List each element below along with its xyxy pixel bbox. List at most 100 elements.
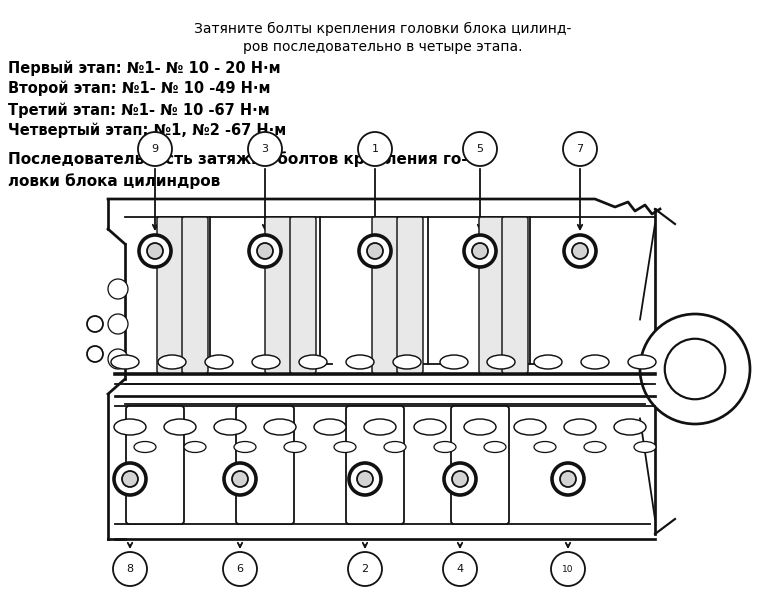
Circle shape xyxy=(108,314,128,334)
Ellipse shape xyxy=(314,419,346,435)
FancyBboxPatch shape xyxy=(182,217,208,373)
FancyBboxPatch shape xyxy=(397,217,423,373)
Circle shape xyxy=(224,463,256,495)
Circle shape xyxy=(87,316,103,332)
Ellipse shape xyxy=(628,355,656,369)
Ellipse shape xyxy=(564,419,596,435)
Circle shape xyxy=(560,471,576,487)
Circle shape xyxy=(463,132,497,166)
Circle shape xyxy=(357,471,373,487)
FancyBboxPatch shape xyxy=(290,217,316,373)
Circle shape xyxy=(443,552,477,586)
Circle shape xyxy=(349,463,381,495)
Circle shape xyxy=(367,243,383,259)
Ellipse shape xyxy=(514,419,546,435)
Text: Четвертый этап: №1, №2 -67 Н·м: Четвертый этап: №1, №2 -67 Н·м xyxy=(8,123,286,138)
Circle shape xyxy=(122,471,138,487)
Ellipse shape xyxy=(111,355,139,369)
Circle shape xyxy=(232,471,248,487)
Ellipse shape xyxy=(414,419,446,435)
Text: 4: 4 xyxy=(457,564,464,574)
Text: ловки блока цилиндров: ловки блока цилиндров xyxy=(8,173,220,189)
FancyBboxPatch shape xyxy=(502,217,528,373)
Ellipse shape xyxy=(534,355,562,369)
Text: Первый этап: №1- № 10 - 20 Н·м: Первый этап: №1- № 10 - 20 Н·м xyxy=(8,60,281,75)
Ellipse shape xyxy=(114,419,146,435)
Ellipse shape xyxy=(487,355,515,369)
Circle shape xyxy=(551,552,585,586)
Circle shape xyxy=(138,132,172,166)
Circle shape xyxy=(248,132,282,166)
Circle shape xyxy=(444,463,476,495)
Circle shape xyxy=(359,235,391,267)
Circle shape xyxy=(640,314,750,424)
Ellipse shape xyxy=(634,441,656,453)
Circle shape xyxy=(257,243,273,259)
Ellipse shape xyxy=(584,441,606,453)
Circle shape xyxy=(108,279,128,299)
Text: 5: 5 xyxy=(477,144,483,154)
Text: Второй этап: №1- № 10 -49 Н·м: Второй этап: №1- № 10 -49 Н·м xyxy=(8,81,271,96)
Circle shape xyxy=(348,552,382,586)
Ellipse shape xyxy=(284,441,306,453)
Circle shape xyxy=(87,346,103,362)
Circle shape xyxy=(572,243,588,259)
Text: Последовательность затяжки болтов крепления го-: Последовательность затяжки болтов крепле… xyxy=(8,151,467,167)
FancyBboxPatch shape xyxy=(265,217,291,373)
Ellipse shape xyxy=(440,355,468,369)
Circle shape xyxy=(147,243,163,259)
Text: 10: 10 xyxy=(562,564,574,573)
Ellipse shape xyxy=(581,355,609,369)
Ellipse shape xyxy=(614,419,646,435)
Circle shape xyxy=(108,349,128,369)
FancyBboxPatch shape xyxy=(157,217,183,373)
Circle shape xyxy=(114,463,146,495)
Ellipse shape xyxy=(464,419,496,435)
Text: 7: 7 xyxy=(577,144,584,154)
Ellipse shape xyxy=(334,441,356,453)
FancyBboxPatch shape xyxy=(451,406,509,524)
Ellipse shape xyxy=(346,355,374,369)
Ellipse shape xyxy=(484,441,506,453)
Circle shape xyxy=(472,243,488,259)
Ellipse shape xyxy=(164,419,196,435)
Text: Затяните болты крепления головки блока цилинд-: Затяните болты крепления головки блока ц… xyxy=(194,22,571,36)
Ellipse shape xyxy=(264,419,296,435)
Text: 6: 6 xyxy=(236,564,243,574)
Circle shape xyxy=(113,552,147,586)
Circle shape xyxy=(358,132,392,166)
FancyBboxPatch shape xyxy=(372,217,398,373)
Ellipse shape xyxy=(214,419,246,435)
Circle shape xyxy=(139,235,171,267)
Ellipse shape xyxy=(234,441,256,453)
Text: 8: 8 xyxy=(126,564,134,574)
Ellipse shape xyxy=(205,355,233,369)
Text: Третий этап: №1- № 10 -67 Н·м: Третий этап: №1- № 10 -67 Н·м xyxy=(8,102,270,118)
Ellipse shape xyxy=(184,441,206,453)
Ellipse shape xyxy=(299,355,327,369)
Circle shape xyxy=(552,463,584,495)
Circle shape xyxy=(464,235,496,267)
FancyBboxPatch shape xyxy=(346,406,404,524)
Circle shape xyxy=(452,471,468,487)
Text: ров последовательно в четыре этапа.: ров последовательно в четыре этапа. xyxy=(243,40,522,54)
Ellipse shape xyxy=(434,441,456,453)
Ellipse shape xyxy=(364,419,396,435)
Ellipse shape xyxy=(393,355,421,369)
Ellipse shape xyxy=(534,441,556,453)
Circle shape xyxy=(563,132,597,166)
Circle shape xyxy=(564,235,596,267)
Text: 1: 1 xyxy=(372,144,379,154)
FancyBboxPatch shape xyxy=(236,406,294,524)
Text: 9: 9 xyxy=(151,144,158,154)
FancyBboxPatch shape xyxy=(479,217,505,373)
Ellipse shape xyxy=(252,355,280,369)
Text: 3: 3 xyxy=(262,144,269,154)
Circle shape xyxy=(249,235,281,267)
Circle shape xyxy=(665,339,725,399)
FancyBboxPatch shape xyxy=(126,406,184,524)
Ellipse shape xyxy=(134,441,156,453)
Ellipse shape xyxy=(158,355,186,369)
Text: 2: 2 xyxy=(361,564,369,574)
Circle shape xyxy=(223,552,257,586)
